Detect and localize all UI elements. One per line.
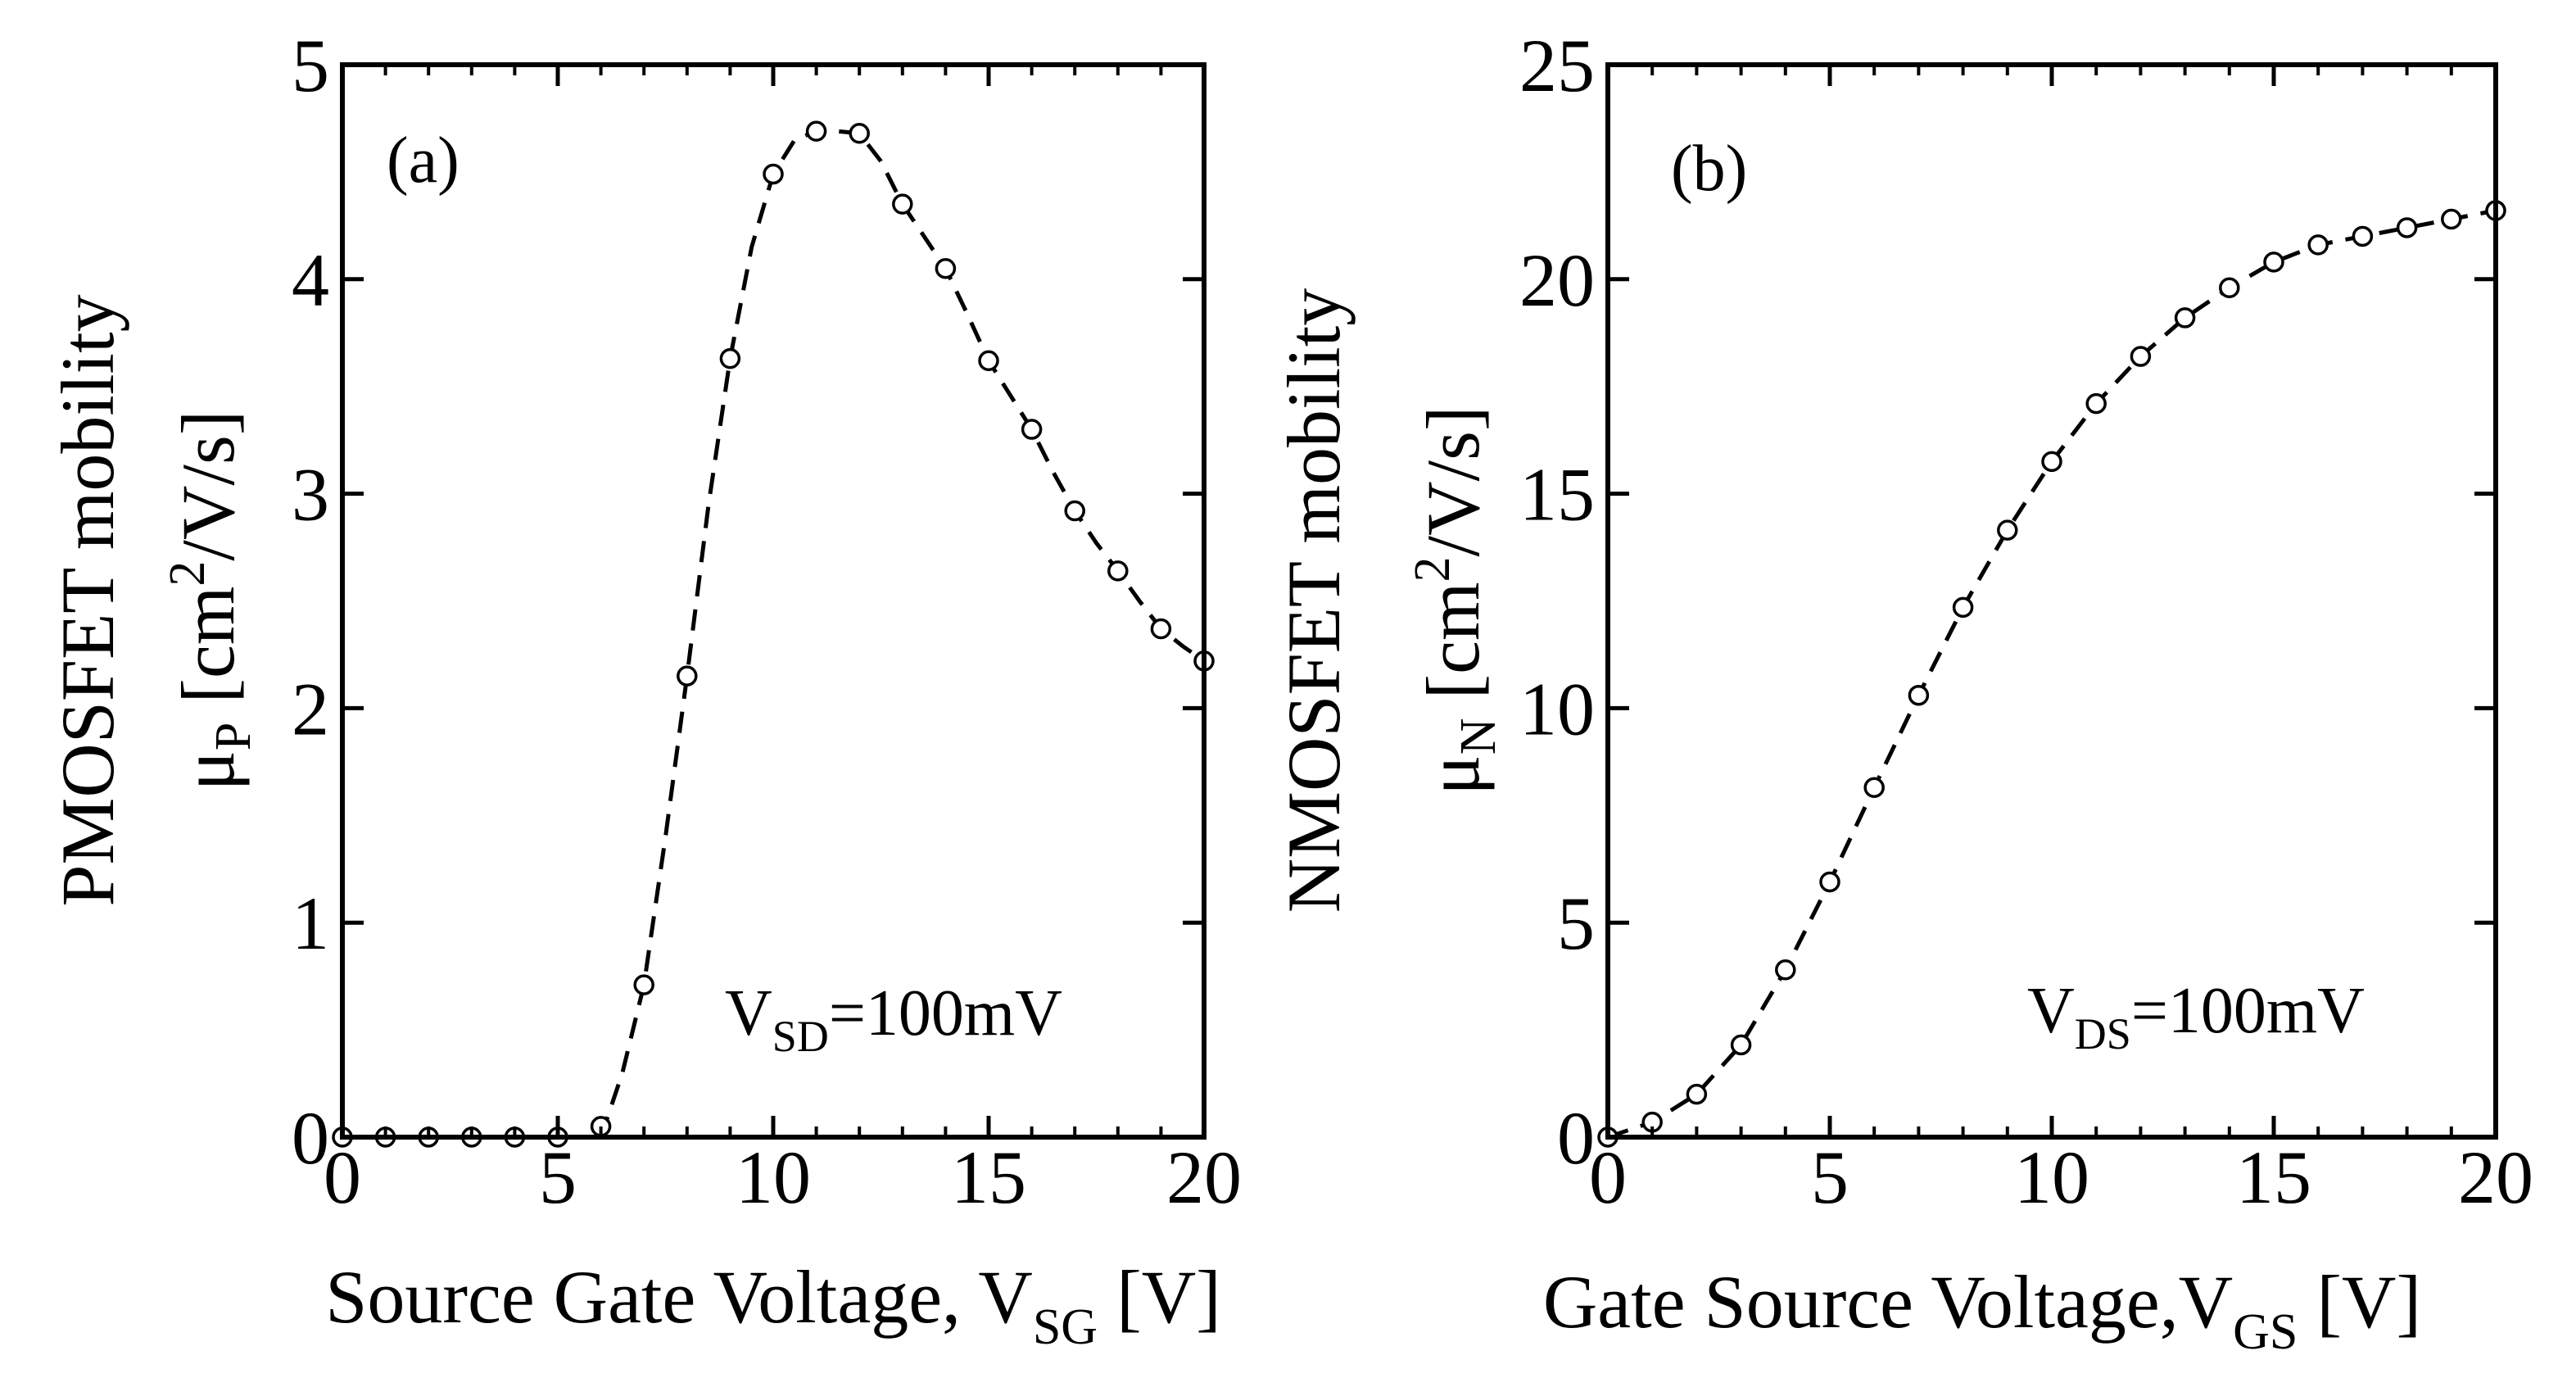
panel-a-x-axis-title: Source Gate Voltage, VSG [V] [325,1255,1221,1355]
panel-a-x-tick-label: 5 [539,1135,577,1219]
panel-b-data-point [2441,208,2462,230]
panel-a-label: (a) [387,125,460,197]
panel-a-data-point [1150,618,1172,640]
panel-a-y-tick-label: 5 [292,24,329,107]
panel-b-vds-annotation: VDS=100mV [2027,975,2365,1058]
panel-a-x-tick-label: 0 [324,1135,361,1219]
panel-b-data-point [1775,959,1796,981]
panel-a-x-tick-label: 20 [1166,1135,1242,1219]
panel-b-y-tick-label: 20 [1519,238,1595,322]
panel-b-data-point [2263,252,2284,273]
panel-b-y-tick-label: 15 [1519,453,1595,537]
panel-b-data-marks [1597,200,2506,1148]
panel-a-ticks: 0 5 10 15 20 0 1 2 3 4 5 [292,24,1242,1219]
panel-a-data-point [849,123,870,144]
panel-b-data-point [1863,777,1885,799]
panel-a-y-tick-label: 1 [292,882,329,965]
panel-a-x-tick-label: 15 [951,1135,1026,1219]
panel-b-x-tick-label: 5 [1811,1135,1849,1219]
panel-b-y-axis-title-line2: μN [cm2/V/s] [1405,406,1506,795]
panel-b-data-point [1686,1083,1708,1105]
panel-a-y-tick-label: 3 [292,453,329,537]
panel-a-y-axis-title-line2: μP [cm2/V/s] [160,410,261,791]
panel-b-data-point [2041,451,2062,473]
panel-b-plot-frame [1605,62,2498,1140]
panel-b-x-tick-label: 15 [2236,1135,2311,1219]
panel-a-y-tick-label: 0 [292,1096,329,1180]
panel-a-data-point [633,974,654,995]
panel-b-data-point [1997,519,2018,541]
panel-b-x-tick-label: 20 [2458,1135,2533,1219]
panel-a-data-marks [332,120,1215,1148]
panel-b-x-axis-title: Gate Source Voltage,VGS [V] [1543,1260,2421,1360]
panel-a-x-tick-label: 10 [736,1135,811,1219]
panel-b-x-tick-label: 10 [2014,1135,2089,1219]
panel-a-y-axis-title-line1: PMOSFET mobility [46,294,129,906]
panel-b-y-tick-label: 10 [1519,667,1595,750]
panel-b-data-point [2396,217,2418,238]
panel-a-vsd-annotation: VSD=100mV [725,977,1062,1061]
panel-a-data-point [1064,500,1085,522]
panel-b-data-point [2352,225,2374,247]
panel-a-data-point [1021,419,1043,440]
panel-a-data-point [892,193,913,215]
panel-a-data-point [763,163,784,185]
panel-b-data-point [1730,1034,1752,1056]
panel-a-data-point [719,347,741,369]
panel-b-data-point [2130,346,2152,367]
panel-a-data-point [805,120,827,142]
panel-a-data-point [1107,560,1129,582]
panel-b-y-tick-label: 5 [1557,882,1595,965]
panel-b-data-point [1952,596,1974,619]
panel-b-data-point [1908,684,1930,706]
panel-b-ticks: 0 5 10 15 20 0 5 10 15 20 25 [1519,24,2533,1219]
panel-a-data-point [935,257,957,279]
panel-b-x-tick-label: 0 [1589,1135,1627,1219]
panel-a-plot-frame [340,62,1207,1140]
panel-b-label: (b) [1671,133,1747,205]
panel-b-data-point [2085,392,2107,415]
panel-b-y-axis-title-line1: NMOSFET mobility [1272,288,1356,913]
panel-b-data-point [1819,871,1840,893]
panel-b-y-tick-label: 0 [1557,1096,1595,1180]
panel-b-data-point [2219,277,2240,299]
panel-b-data-point [2174,307,2196,329]
panel-a-data-point [677,665,698,687]
panel-a-data-point [978,350,999,372]
panel-a-y-tick-label: 4 [292,238,329,322]
panel-a-y-tick-label: 2 [292,667,329,750]
panel-b-data-point [2307,234,2329,256]
panel-b-y-tick-label: 25 [1519,24,1595,107]
panel-a-pmosfet: 0 5 10 15 20 0 1 2 3 4 5 (a) VSD=100mV Source Gate… [46,24,1242,1355]
panel-b-nmosfet: 0 5 10 15 20 0 5 10 15 20 25 (b) VDS=100mV Gate So… [1272,24,2533,1360]
